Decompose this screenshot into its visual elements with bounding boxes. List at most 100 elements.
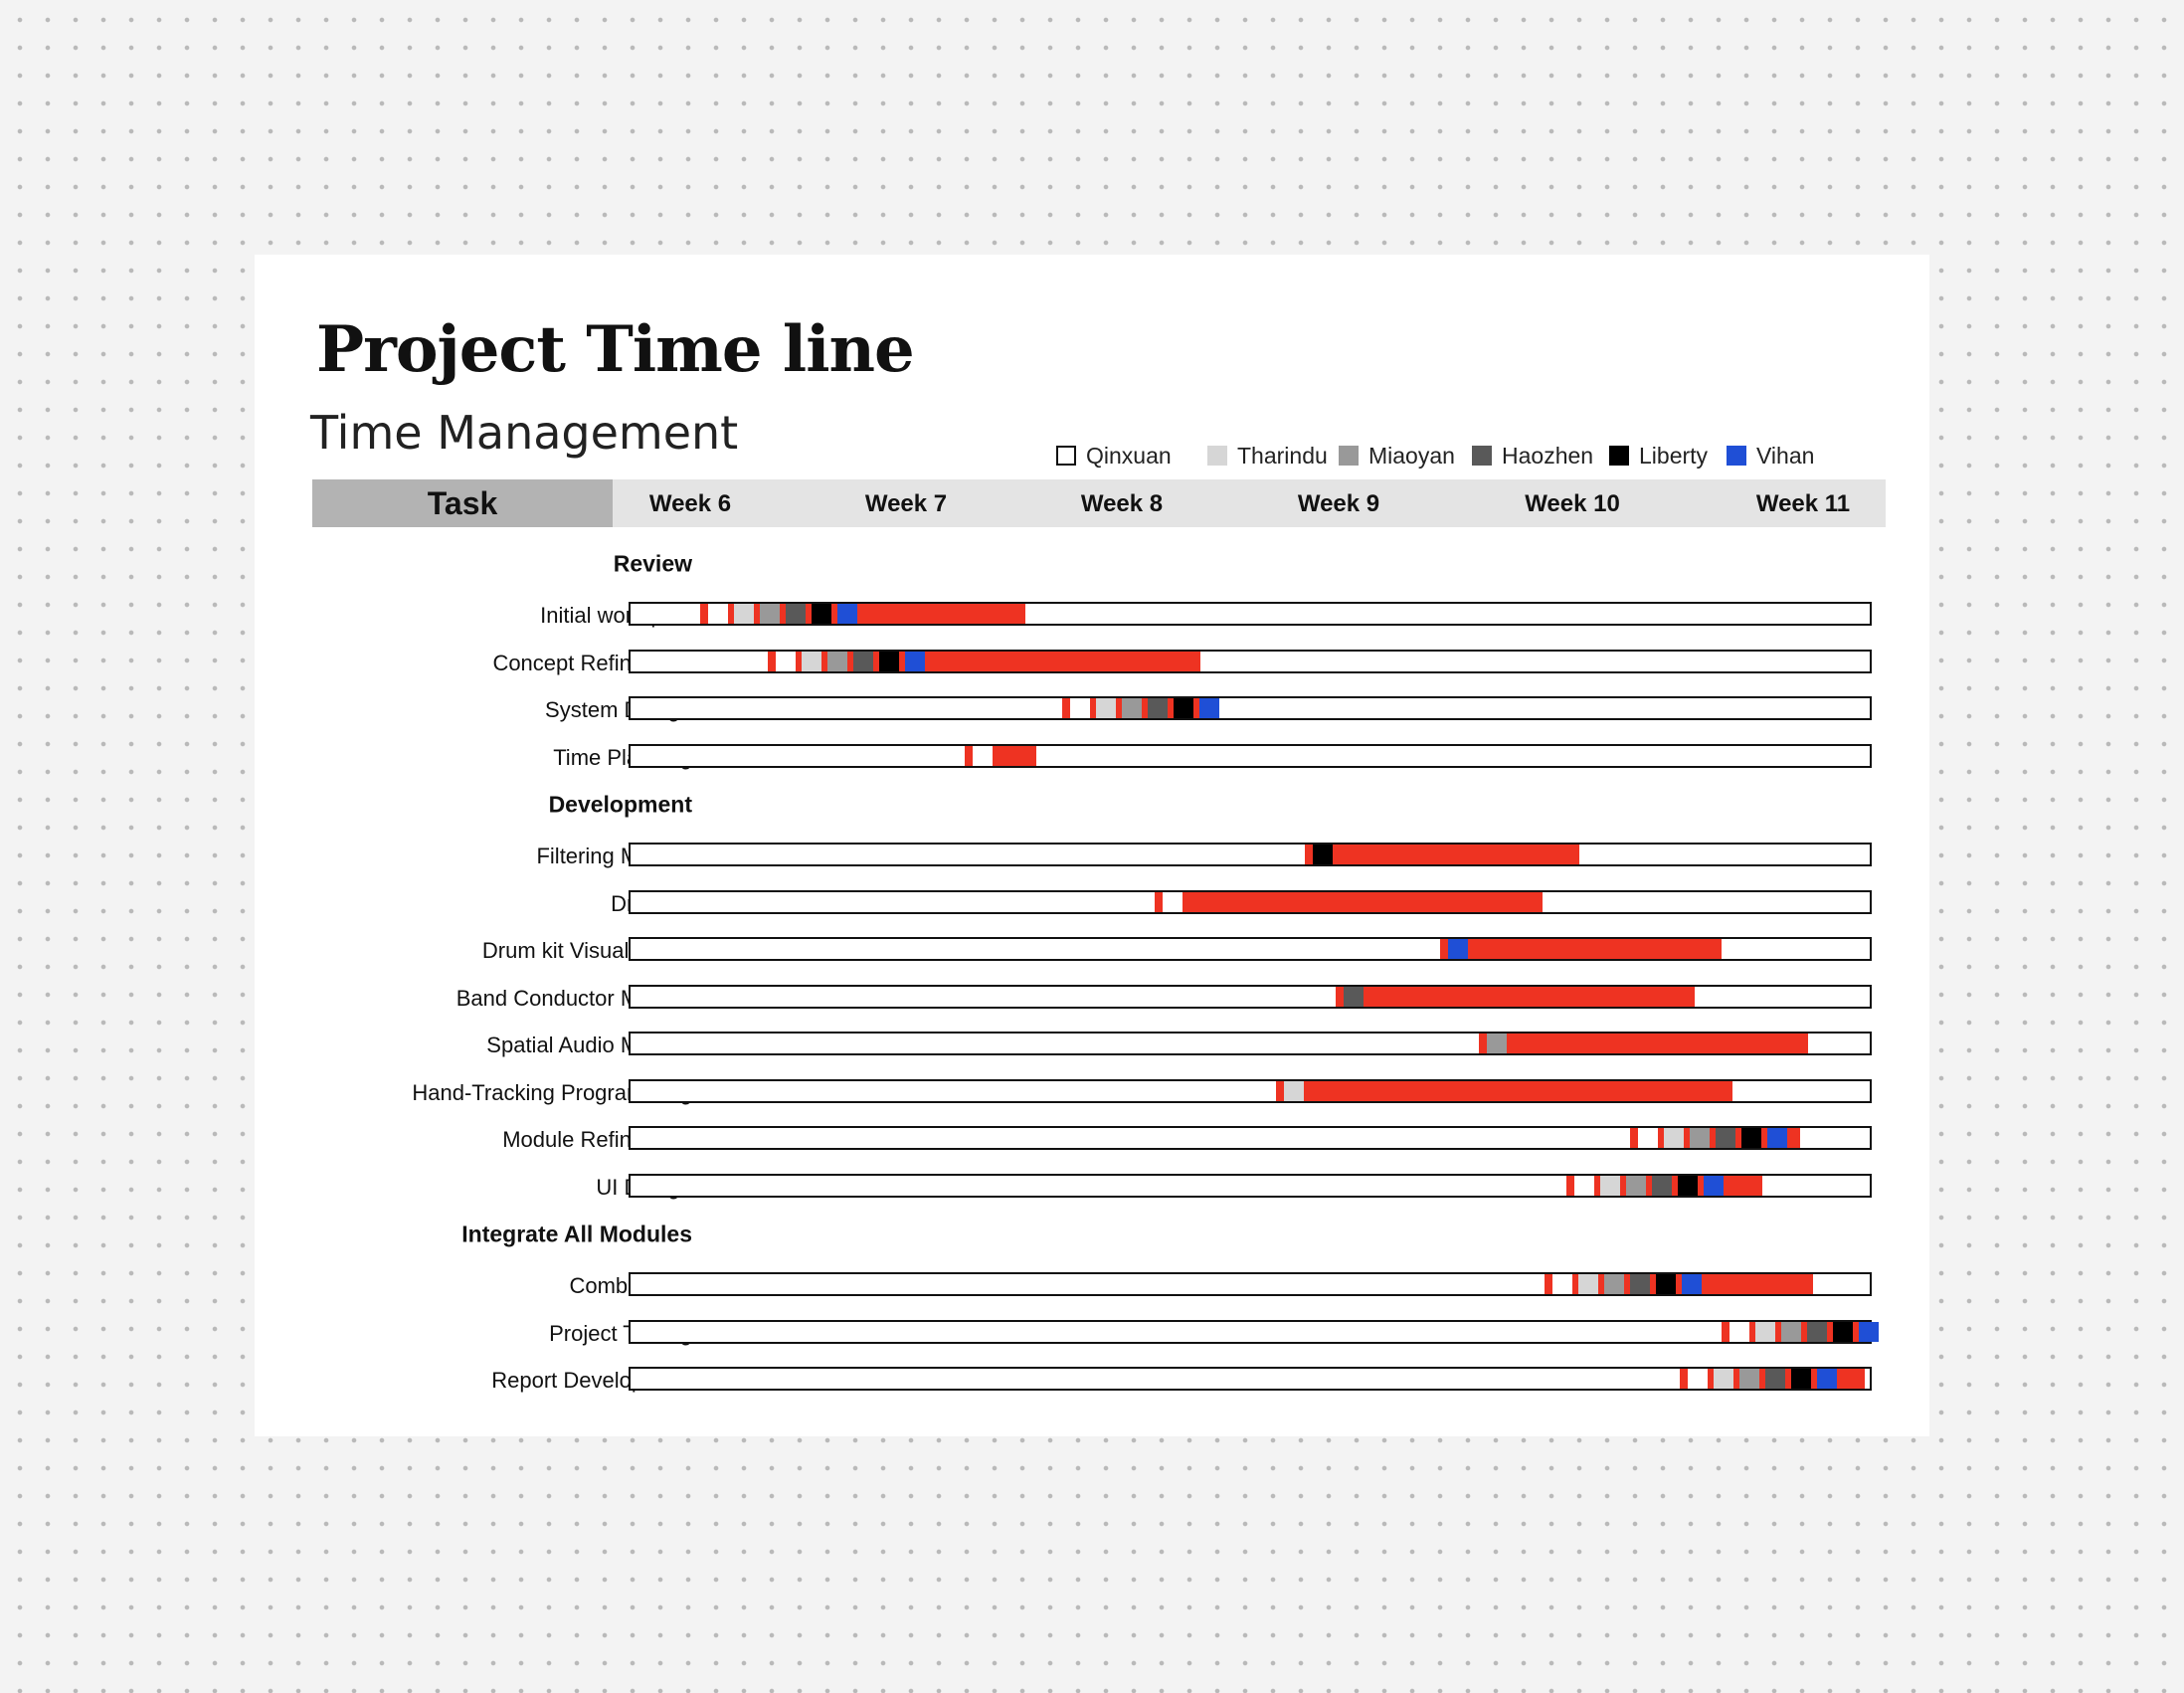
assignee-chip-qinxuan <box>972 745 993 766</box>
assignee-chip-tharindu <box>1284 1080 1305 1101</box>
task-bar[interactable] <box>1680 1369 1866 1389</box>
task-bar[interactable] <box>964 745 1037 766</box>
section-label: Review <box>613 550 692 577</box>
timeline-track <box>629 696 1872 720</box>
week-header: Week 9 <box>1297 490 1380 517</box>
legend-label: Qinxuan <box>1086 442 1172 469</box>
task-bar[interactable] <box>1276 1080 1732 1101</box>
timeline-track <box>629 1367 1872 1391</box>
legend-item: Haozhen <box>1472 436 1593 475</box>
assignee-chip-haozhen <box>1148 698 1169 718</box>
assignee-chip-vihan <box>1447 939 1468 959</box>
timeline-track <box>629 1272 1872 1296</box>
assignee-chip-vihan <box>1817 1369 1838 1389</box>
assignee-chip-qinxuan <box>1637 1128 1658 1148</box>
assignee-chip-tharindu <box>1096 698 1117 718</box>
timeline-track <box>629 937 1872 961</box>
assignee-chip-miaoyan <box>1625 1175 1646 1196</box>
assignee-chip-vihan <box>1682 1274 1703 1294</box>
assignee-chip-tharindu <box>734 604 755 624</box>
legend-item: Liberty <box>1609 436 1708 475</box>
timeline-track <box>629 1319 1879 1344</box>
timeline-track <box>629 602 1872 626</box>
legend-swatch <box>1609 446 1629 466</box>
task-bar[interactable] <box>1545 1274 1813 1294</box>
legend-label: Vihan <box>1756 442 1815 469</box>
legend-label: Tharindu <box>1237 442 1328 469</box>
assignee-chip-vihan <box>1199 698 1220 718</box>
legend-swatch <box>1727 446 1746 466</box>
assignee-chip-qinxuan <box>1070 698 1091 718</box>
assignee-chip-miaoyan <box>1739 1369 1760 1389</box>
page-title: Project Time line <box>316 312 915 387</box>
legend-item: Tharindu <box>1207 436 1328 475</box>
assignee-chip-liberty <box>879 651 900 671</box>
timeline-card: Project Time line Time Management Qinxua… <box>255 255 1929 1436</box>
assignee-chip-liberty <box>1656 1274 1677 1294</box>
legend-item: Vihan <box>1727 436 1814 475</box>
legend-item: Qinxuan <box>1056 436 1172 475</box>
section-label: Development <box>548 791 692 818</box>
task-bar[interactable] <box>1335 986 1696 1007</box>
assignee-chip-haozhen <box>1765 1369 1786 1389</box>
timeline-track <box>629 889 1872 914</box>
timeline-track <box>629 1126 1872 1150</box>
task-bar[interactable] <box>1565 1175 1763 1196</box>
legend-label: Miaoyan <box>1368 442 1455 469</box>
task-bar[interactable] <box>1479 1034 1809 1053</box>
legend-swatch <box>1472 446 1492 466</box>
timeline-track <box>629 1078 1872 1103</box>
legend-label: Liberty <box>1639 442 1709 469</box>
assignee-chip-vihan <box>1766 1128 1787 1148</box>
task-column-header: Task <box>312 479 613 527</box>
week-header: Week 8 <box>1080 490 1164 517</box>
assignee-chip-liberty <box>812 604 832 624</box>
timeline-track <box>629 649 1872 673</box>
assignee-chip-qinxuan <box>1552 1274 1573 1294</box>
task-bar[interactable] <box>1154 891 1543 912</box>
legend-swatch <box>1207 446 1227 466</box>
assignee-chip-tharindu <box>1599 1175 1620 1196</box>
section-label: Integrate All Modules <box>461 1221 692 1247</box>
task-bar[interactable] <box>1721 1321 1879 1342</box>
task-bar[interactable] <box>700 604 1026 624</box>
assignee-chip-liberty <box>1740 1128 1761 1148</box>
assignee-chip-qinxuan <box>1162 891 1183 912</box>
assignee-chip-qinxuan <box>776 651 797 671</box>
task-bar[interactable] <box>1629 1128 1800 1148</box>
assignee-chip-liberty <box>1791 1369 1812 1389</box>
assignee-chip-haozhen <box>1715 1128 1735 1148</box>
timeline-track <box>629 984 1872 1009</box>
week-header: Week 11 <box>1755 490 1851 517</box>
assignee-chip-miaoyan <box>760 604 781 624</box>
task-bar[interactable] <box>1062 698 1220 718</box>
assignee-chip-haozhen <box>1630 1274 1651 1294</box>
legend-swatch <box>1339 446 1359 466</box>
assignee-chip-tharindu <box>802 651 822 671</box>
assignee-chip-vihan <box>837 604 858 624</box>
assignee-chip-tharindu <box>1754 1321 1775 1342</box>
legend-item: Miaoyan <box>1339 436 1455 475</box>
task-bar[interactable] <box>1439 939 1722 959</box>
task-bar[interactable] <box>768 651 1200 671</box>
assignee-chip-tharindu <box>1663 1128 1684 1148</box>
task-bar[interactable] <box>1304 845 1580 864</box>
assignee-chip-miaoyan <box>1604 1274 1625 1294</box>
assignee-chip-haozhen <box>786 604 807 624</box>
week-header: Week 10 <box>1525 490 1620 517</box>
timeline-header: Task Week 6 Week 7 Week 8 Week 9 Week 10 Week… <box>312 479 1886 527</box>
legend-swatch <box>1056 446 1076 466</box>
assignee-chip-vihan <box>1703 1175 1724 1196</box>
assignee-chip-qinxuan <box>1729 1321 1749 1342</box>
assignee-chip-haozhen <box>1343 986 1364 1007</box>
assignee-chip-miaoyan <box>1689 1128 1710 1148</box>
timeline-track <box>629 843 1872 866</box>
assignee-chip-vihan <box>1858 1321 1879 1342</box>
assignee-chip-miaoyan <box>1122 698 1143 718</box>
week-header: Week 6 <box>648 490 732 517</box>
assignee-chip-miaoyan <box>1780 1321 1801 1342</box>
assignee-chip-liberty <box>1174 698 1194 718</box>
assignee-chip-haozhen <box>1806 1321 1827 1342</box>
assignee-chip-liberty <box>1312 845 1333 864</box>
page-subtitle: Time Management <box>310 406 739 460</box>
